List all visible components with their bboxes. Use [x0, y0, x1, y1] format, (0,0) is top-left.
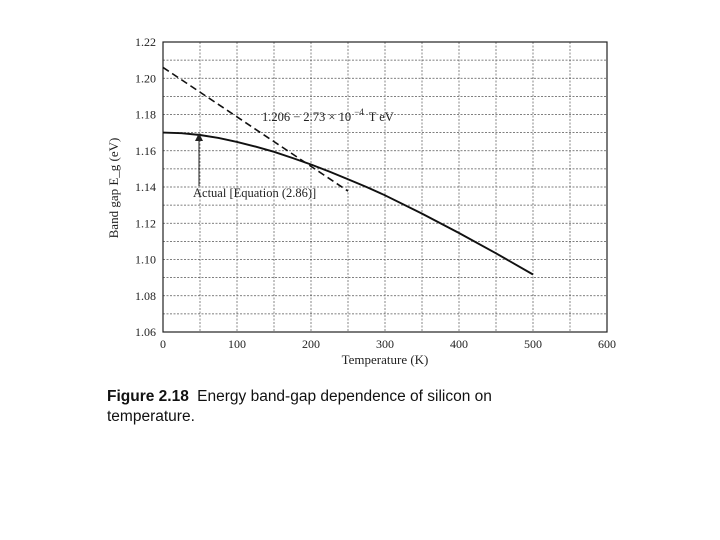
series-group: [162, 66, 534, 276]
y-tick-label: 1.06: [135, 325, 156, 339]
y-tick-label: 1.16: [135, 144, 156, 158]
linear-fit-text: 1.206 − 2.73 × 10: [262, 110, 351, 124]
x-tick-label: 100: [228, 337, 246, 351]
y-tick-label: 1.08: [135, 289, 156, 303]
figure-caption: Figure 2.18 Energy band-gap dependence o…: [107, 387, 567, 427]
actual-annotation: Actual [Equation (2.86)]: [193, 186, 316, 200]
figure-label: Figure 2.18: [107, 388, 189, 405]
x-tick-label: 0: [160, 337, 166, 351]
y-tick-label: 1.14: [135, 180, 156, 194]
linear-fit-annotation: 1.206 − 2.73 × 10 −4 T eV: [262, 104, 394, 124]
linear-fit-line: [162, 66, 349, 192]
y-tick-labels: 1.06 1.08 1.10 1.12 1.14 1.16 1.18 1.20 1.22: [135, 35, 156, 339]
y-axis-label: Band gap E_g (eV): [106, 138, 121, 239]
y-tick-label: 1.10: [135, 253, 156, 267]
x-tick-label: 200: [302, 337, 320, 351]
gridlines: [162, 41, 608, 333]
x-tick-label: 300: [376, 337, 394, 351]
y-tick-label: 1.20: [135, 71, 156, 85]
linear-fit-exponent: −4: [354, 107, 364, 117]
x-tick-label: 600: [598, 337, 616, 351]
y-tick-label: 1.18: [135, 108, 156, 122]
x-tick-label: 400: [450, 337, 468, 351]
y-tick-label: 1.12: [135, 216, 156, 230]
x-axis-label: Temperature (K): [342, 352, 429, 367]
x-tick-labels: 0 100 200 300 400 500 600: [160, 337, 616, 351]
plot-frame: [162, 41, 608, 333]
caption-text: Energy band-gap dependence of silicon on…: [107, 388, 492, 425]
actual-curve: [162, 131, 534, 276]
x-tick-label: 500: [524, 337, 542, 351]
linear-fit-tail: T eV: [369, 110, 394, 124]
y-tick-label: 1.22: [135, 35, 156, 49]
